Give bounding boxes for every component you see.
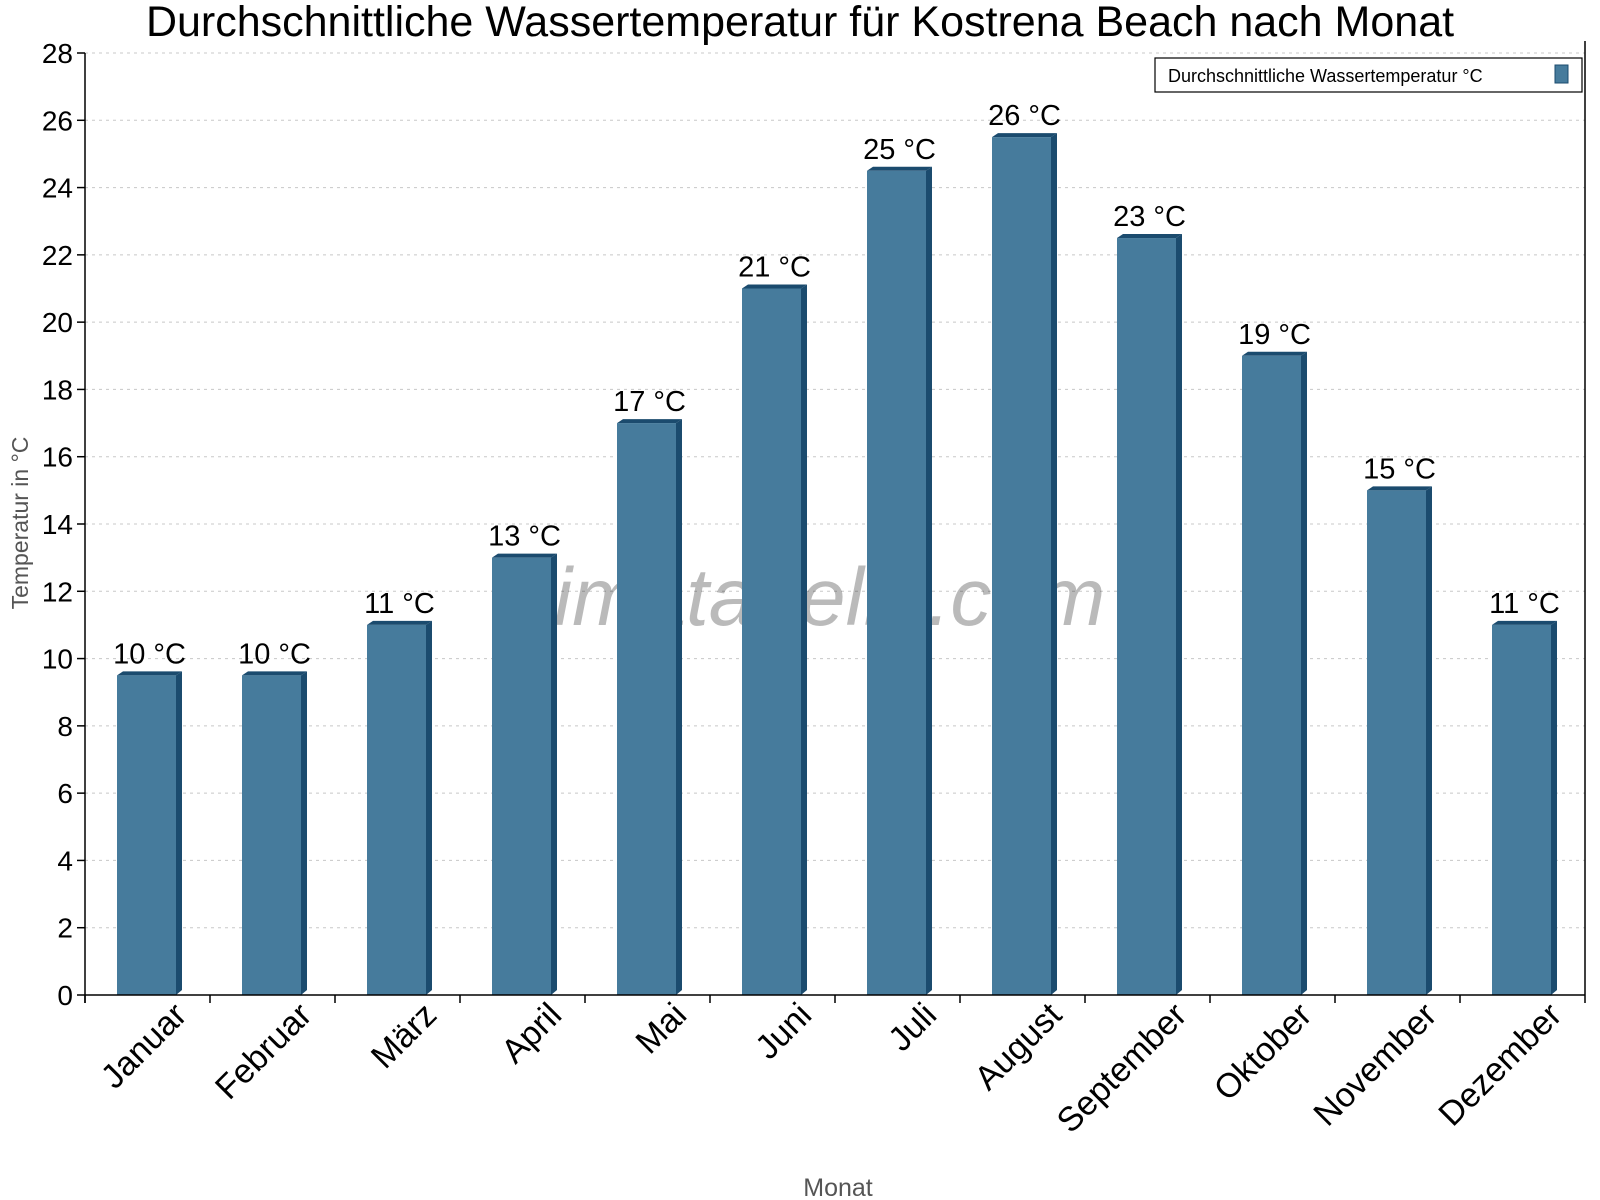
x-tick-label: Dezember [1431,996,1569,1134]
bar-side [1426,486,1432,995]
legend-swatch [1554,64,1569,84]
x-tick-label: August [967,995,1069,1097]
bar-side [926,166,932,995]
legend-box [1154,57,1583,93]
chart-title: Durchschnittliche Wassertemperatur für K… [146,0,1454,46]
bar [1242,355,1301,995]
bar [367,624,426,995]
x-tick-label: Oktober [1207,996,1319,1108]
bar-side [1301,351,1307,995]
bar-side [1051,133,1057,995]
bar-top [1492,620,1557,625]
axes [84,41,1586,1003]
data-label: 10 °C [238,638,311,670]
bar [992,137,1051,995]
y-tick-label: 12 [42,576,73,607]
bar [867,170,926,995]
data-label: 13 °C [488,521,561,553]
data-label: 26 °C [988,100,1061,132]
grid-lines [85,52,1585,929]
bar [1117,238,1176,996]
y-axis-label: Temperatur in °C [7,437,33,610]
data-label: 10 °C [113,638,186,670]
x-tick-label: Mai [629,996,695,1062]
x-tick-label: Juli [881,996,944,1059]
data-label: 11 °C [364,588,435,620]
bar [492,557,551,995]
bar-side [1551,620,1557,995]
bar-side [801,284,807,995]
bars: 10 °C 10 °C 11 °C 13 °C 17 °C 21 °C 25 °C 26 °C… [113,100,1560,996]
bar-side [176,671,182,995]
x-tick-label: Juni [748,996,819,1067]
y-tick-label: 22 [42,240,73,271]
x-ticks: Januar Februar März April Mai Juni Juli AugustS… [84,995,1586,1140]
x-tick-label: April [494,996,569,1071]
bar [117,675,176,995]
y-tick-label: 10 [42,644,73,675]
data-label: 21 °C [738,252,811,284]
legend-label: Durchschnittliche Wassertemperatur °C [1168,66,1483,86]
bar [617,423,676,996]
y-tick-label: 24 [42,173,73,204]
y-tick-label: 0 [57,980,73,1011]
bar-top [367,620,432,625]
x-tick-label: Januar [94,996,194,1096]
bar [1367,490,1426,995]
y-tick-label: 14 [42,509,73,540]
bar-top [1117,234,1182,239]
data-label: 17 °C [613,386,686,418]
y-tick-label: 6 [57,778,73,809]
y-tick-label: 8 [57,711,73,742]
bar-top [242,671,307,676]
bar-top [117,671,182,676]
bar-side [676,419,682,996]
data-label: 25 °C [863,134,936,166]
y-tick-label: 20 [42,307,73,338]
bar [1492,624,1551,995]
bar-top [617,419,682,424]
y-tick-label: 4 [57,845,73,876]
bar-top [1367,486,1432,491]
legend: Durchschnittliche Wassertemperatur °C [1154,57,1583,93]
bar-top [867,166,932,171]
x-tick-label: September [1050,996,1194,1140]
x-tick-label: Februar [208,996,319,1107]
bar-top [742,284,807,289]
bar-side [301,671,307,995]
bar-side [426,620,432,995]
data-label: 23 °C [1113,201,1186,233]
bar [742,288,801,995]
x-axis-label: Monat [803,1174,873,1200]
bar-top [1242,351,1307,356]
y-tick-label: 18 [42,374,73,405]
bar-top [492,553,557,558]
y-tick-label: 2 [57,913,73,944]
x-tick-label: März [364,996,444,1076]
x-tick-label: November [1306,996,1444,1134]
bar-side [551,553,557,995]
bar-side [1176,234,1182,996]
y-tick-label: 26 [42,105,73,136]
y-tick-label: 16 [42,442,73,473]
bar [242,675,301,995]
bar-top [992,133,1057,138]
data-label: 11 °C [1489,588,1560,620]
data-label: 15 °C [1363,453,1436,485]
y-tick-label: 28 [42,38,73,69]
data-label: 19 °C [1238,319,1311,351]
